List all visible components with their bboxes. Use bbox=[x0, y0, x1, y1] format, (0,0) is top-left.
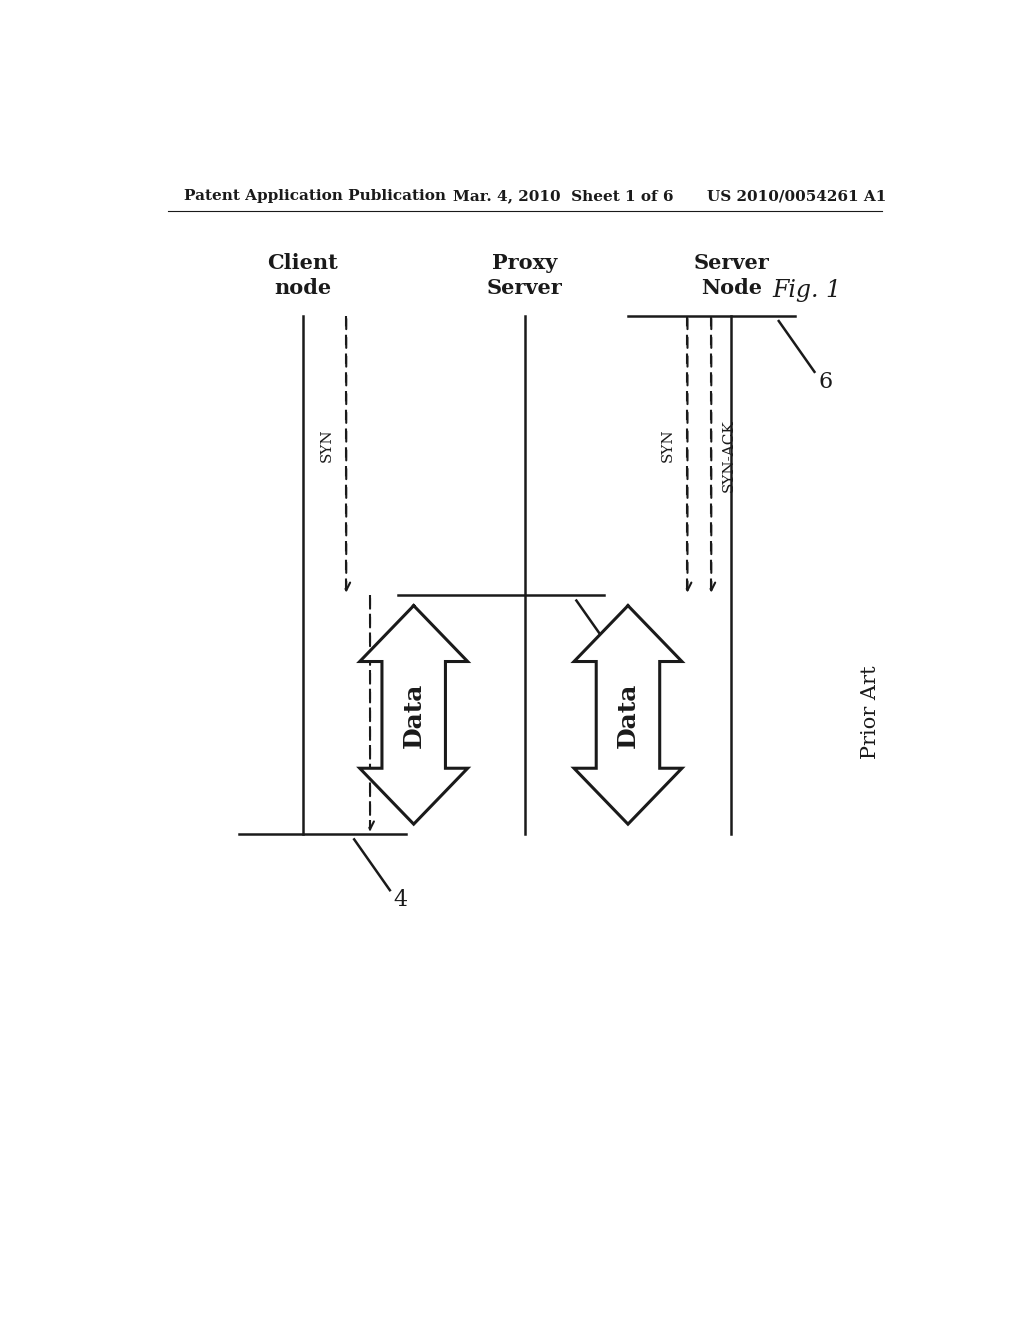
Text: SYN: SYN bbox=[319, 429, 334, 462]
Text: Patent Application Publication: Patent Application Publication bbox=[183, 189, 445, 203]
Text: 6: 6 bbox=[818, 371, 833, 393]
Text: Client
node: Client node bbox=[267, 253, 338, 298]
Text: SYN: SYN bbox=[660, 429, 675, 462]
Text: 2: 2 bbox=[616, 651, 630, 672]
Text: Prior Art: Prior Art bbox=[860, 665, 880, 759]
Text: US 2010/0054261 A1: US 2010/0054261 A1 bbox=[708, 189, 887, 203]
Text: Data: Data bbox=[616, 682, 640, 747]
Text: SYN-ACK: SYN-ACK bbox=[381, 678, 394, 751]
Polygon shape bbox=[359, 606, 468, 824]
Polygon shape bbox=[574, 606, 682, 824]
Text: Fig. 1: Fig. 1 bbox=[772, 279, 841, 302]
Text: Data: Data bbox=[401, 682, 426, 747]
Text: Server
Node: Server Node bbox=[693, 253, 769, 298]
Text: SYN-ACK: SYN-ACK bbox=[722, 420, 736, 492]
Text: 4: 4 bbox=[394, 890, 408, 911]
Text: Proxy
Server: Proxy Server bbox=[487, 253, 562, 298]
Text: Mar. 4, 2010  Sheet 1 of 6: Mar. 4, 2010 Sheet 1 of 6 bbox=[454, 189, 674, 203]
